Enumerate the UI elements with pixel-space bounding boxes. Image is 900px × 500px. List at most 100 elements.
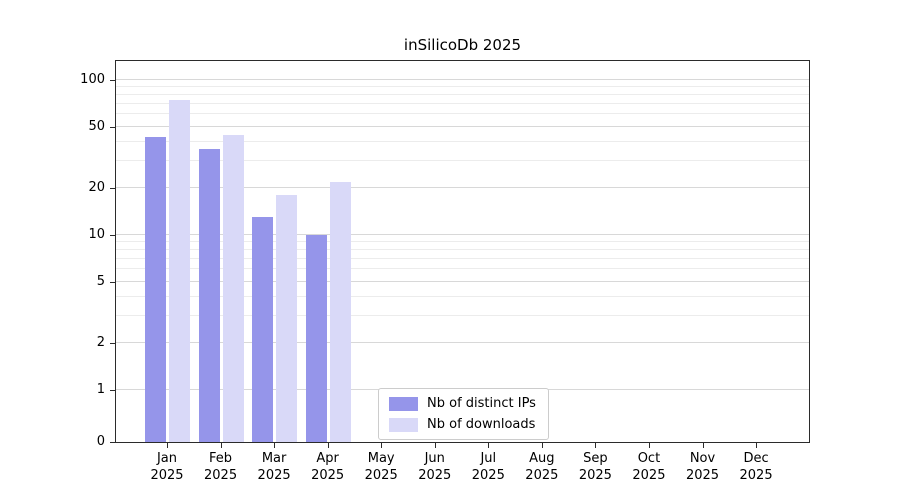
y-tick-mark	[110, 390, 115, 391]
gridline	[116, 187, 809, 189]
gridline	[116, 241, 809, 243]
x-tick-label: Apr 2025	[298, 450, 358, 484]
bars-layer	[116, 61, 809, 442]
x-tick-label: Sep 2025	[565, 450, 625, 484]
x-tick-month: Mar	[261, 451, 287, 466]
x-tick-mark	[702, 443, 704, 448]
gridline	[116, 249, 809, 251]
x-tick-month: Jan	[156, 451, 178, 466]
x-tick-month: Dec	[743, 451, 769, 466]
x-tick-year: 2025	[311, 468, 345, 483]
legend-item-distinct-ips: Nb of distinct IPs	[389, 396, 536, 411]
x-tick-month: Aug	[529, 451, 555, 466]
x-tick-month: May	[367, 451, 395, 466]
x-tick-month: Oct	[637, 451, 661, 466]
y-tick-mark	[110, 235, 115, 236]
y-tick-label: 5	[96, 273, 105, 289]
y-tick-mark	[110, 281, 115, 283]
plot-area	[115, 60, 810, 443]
x-tick-label: Aug 2025	[512, 450, 572, 484]
x-tick-year: 2025	[204, 468, 238, 483]
x-tick-mark	[434, 443, 436, 448]
gridline	[116, 315, 809, 317]
legend-swatch-downloads	[389, 417, 418, 432]
bar-distinct-ips	[198, 149, 220, 442]
x-tick-year: 2025	[685, 468, 720, 483]
gridline	[116, 86, 809, 88]
gridline	[116, 113, 809, 115]
x-tick-mark	[595, 443, 597, 448]
y-tick-mark	[110, 188, 115, 190]
y-tick-label: 2	[96, 335, 105, 351]
bar-distinct-ips	[305, 235, 327, 442]
gridline	[116, 160, 809, 162]
bar-distinct-ips	[145, 137, 166, 442]
y-tick-label: 10	[88, 227, 105, 242]
x-tick-year: 2025	[525, 468, 559, 483]
y-tick-label: 0	[96, 434, 105, 449]
x-tick-year: 2025	[632, 468, 666, 483]
y-tick-mark	[110, 80, 115, 81]
legend-label-downloads: Nb of downloads	[427, 417, 536, 432]
y-tick-mark	[110, 126, 115, 128]
x-tick-year: 2025	[739, 468, 773, 483]
bar-downloads	[276, 195, 298, 442]
bar-downloads	[169, 100, 190, 442]
x-tick-year: 2025	[418, 468, 452, 483]
x-tick-month: Nov	[689, 451, 716, 466]
x-tick-year: 2025	[471, 468, 505, 483]
gridline	[116, 258, 809, 260]
x-tick-label: Oct 2025	[619, 450, 679, 484]
x-tick-month: Sep	[583, 451, 608, 466]
x-tick-label: May 2025	[351, 450, 411, 484]
y-tick-label: 20	[88, 180, 105, 196]
x-tick-mark	[274, 443, 276, 448]
x-tick-label: Dec 2025	[726, 450, 786, 484]
x-tick-month: Feb	[209, 451, 233, 466]
gridline	[116, 140, 809, 142]
x-tick-month: Jul	[480, 451, 497, 466]
legend-item-downloads: Nb of downloads	[389, 417, 536, 432]
x-tick-label: Jan 2025	[137, 450, 197, 484]
gridline	[116, 234, 809, 235]
chart-title: inSilicoDb 2025	[403, 36, 522, 54]
y-tick-mark	[110, 442, 115, 443]
x-tick-year: 2025	[257, 468, 291, 483]
gridline	[116, 268, 809, 270]
x-tick-year: 2025	[578, 468, 612, 483]
x-tick-mark	[381, 443, 383, 448]
bar-distinct-ips	[252, 217, 274, 442]
x-tick-label: Jul 2025	[458, 450, 518, 484]
gridline	[116, 103, 809, 105]
x-tick-year: 2025	[364, 468, 398, 483]
x-tick-mark	[220, 443, 222, 448]
x-tick-month: Apr	[316, 451, 339, 466]
legend: Nb of distinct IPs Nb of downloads	[378, 388, 549, 440]
x-tick-month: Jun	[424, 451, 445, 466]
y-tick-label: 100	[80, 72, 105, 87]
x-tick-mark	[756, 443, 758, 448]
x-tick-label: Jun 2025	[405, 450, 465, 484]
x-tick-mark	[488, 443, 490, 448]
legend-label-distinct-ips: Nb of distinct IPs	[427, 396, 536, 411]
gridline	[116, 94, 809, 96]
x-tick-mark	[327, 443, 329, 448]
x-tick-label: Feb 2025	[191, 450, 251, 484]
y-tick-label: 50	[88, 118, 105, 134]
gridline	[116, 295, 809, 297]
gridline	[116, 280, 809, 282]
y-tick-label: 1	[96, 382, 105, 397]
x-tick-label: Nov 2025	[673, 450, 733, 484]
x-tick-mark	[167, 443, 168, 448]
x-tick-mark	[648, 443, 650, 448]
legend-swatch-distinct-ips	[389, 396, 418, 411]
gridline	[116, 79, 809, 80]
bar-downloads	[329, 182, 351, 442]
x-tick-year: 2025	[150, 468, 184, 483]
x-tick-mark	[541, 443, 543, 448]
gridline	[116, 342, 809, 344]
bar-downloads	[222, 135, 244, 442]
x-tick-label: Mar 2025	[244, 450, 304, 484]
y-tick-mark	[110, 343, 115, 345]
